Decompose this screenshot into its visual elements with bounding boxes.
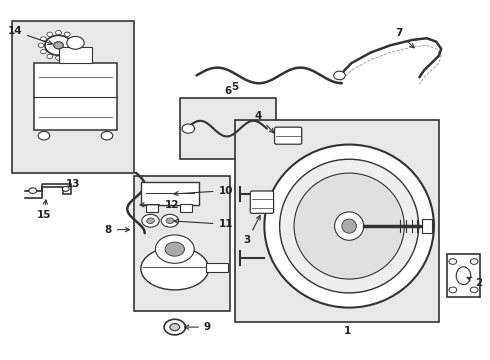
Circle shape bbox=[147, 218, 154, 224]
Circle shape bbox=[142, 215, 159, 227]
Circle shape bbox=[38, 131, 50, 140]
Ellipse shape bbox=[265, 145, 434, 307]
Ellipse shape bbox=[141, 247, 209, 290]
Circle shape bbox=[62, 186, 69, 192]
Circle shape bbox=[64, 32, 70, 36]
Bar bbox=[146, 204, 158, 212]
Bar bbox=[235, 120, 439, 322]
Bar bbox=[180, 99, 276, 159]
Text: 3: 3 bbox=[244, 216, 260, 245]
Circle shape bbox=[38, 43, 44, 48]
Circle shape bbox=[47, 54, 53, 58]
Bar bbox=[180, 204, 192, 212]
Circle shape bbox=[155, 235, 194, 263]
Circle shape bbox=[161, 215, 179, 227]
Circle shape bbox=[73, 43, 79, 48]
Circle shape bbox=[41, 50, 46, 54]
Circle shape bbox=[67, 36, 84, 49]
Bar bbox=[141, 182, 199, 205]
Ellipse shape bbox=[342, 219, 356, 233]
Text: 13: 13 bbox=[66, 179, 80, 189]
Circle shape bbox=[53, 42, 63, 49]
Text: 4: 4 bbox=[255, 111, 274, 133]
Bar bbox=[59, 47, 92, 63]
Circle shape bbox=[334, 71, 345, 80]
Circle shape bbox=[41, 37, 46, 41]
Circle shape bbox=[449, 259, 457, 264]
Text: 9: 9 bbox=[185, 322, 211, 332]
Text: 1: 1 bbox=[343, 326, 351, 336]
Text: 2: 2 bbox=[467, 277, 482, 288]
Bar bbox=[12, 21, 134, 173]
Circle shape bbox=[64, 54, 70, 58]
Text: 8: 8 bbox=[104, 225, 129, 235]
Ellipse shape bbox=[294, 173, 404, 279]
Circle shape bbox=[45, 35, 72, 55]
Text: 14: 14 bbox=[7, 26, 52, 45]
Circle shape bbox=[71, 37, 76, 41]
Circle shape bbox=[470, 259, 478, 264]
Text: 5: 5 bbox=[232, 82, 239, 92]
Circle shape bbox=[71, 50, 76, 54]
Circle shape bbox=[164, 319, 185, 335]
Ellipse shape bbox=[456, 267, 471, 284]
Bar bbox=[34, 63, 117, 130]
Circle shape bbox=[449, 287, 457, 293]
Bar bbox=[206, 263, 228, 272]
Circle shape bbox=[470, 287, 478, 293]
Ellipse shape bbox=[280, 159, 418, 293]
Circle shape bbox=[165, 242, 184, 256]
Bar bbox=[447, 255, 480, 297]
Circle shape bbox=[47, 32, 53, 36]
Text: 7: 7 bbox=[395, 28, 414, 48]
Text: 6: 6 bbox=[224, 86, 232, 96]
Text: 15: 15 bbox=[37, 200, 51, 220]
Circle shape bbox=[170, 324, 180, 330]
FancyBboxPatch shape bbox=[250, 191, 273, 213]
Circle shape bbox=[182, 124, 195, 133]
Circle shape bbox=[166, 218, 174, 224]
Text: 12: 12 bbox=[140, 200, 179, 210]
Bar bbox=[134, 176, 230, 311]
FancyBboxPatch shape bbox=[274, 127, 302, 144]
Text: 11: 11 bbox=[174, 219, 233, 229]
Circle shape bbox=[29, 188, 37, 193]
Ellipse shape bbox=[335, 212, 364, 240]
Circle shape bbox=[101, 131, 113, 140]
Circle shape bbox=[55, 56, 61, 60]
Text: 10: 10 bbox=[174, 186, 233, 196]
Bar bbox=[422, 219, 433, 233]
Circle shape bbox=[55, 31, 61, 35]
